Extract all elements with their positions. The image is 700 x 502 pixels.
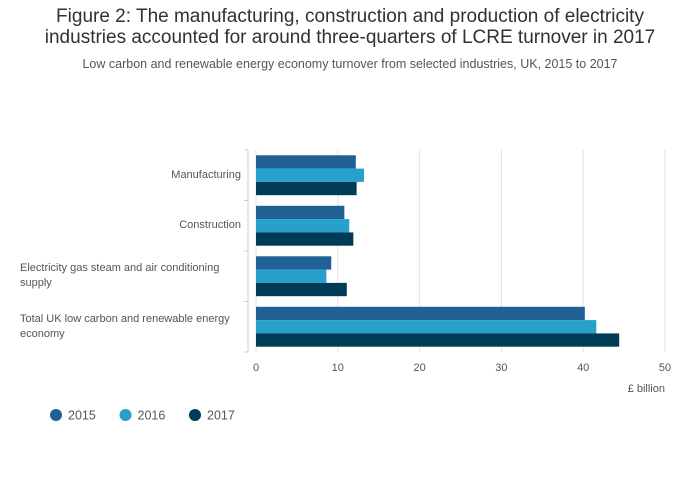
bar: [256, 320, 597, 334]
x-tick-label: 30: [495, 362, 507, 374]
y-tick-label: Construction: [179, 219, 241, 232]
legend-label: 2016: [138, 408, 166, 422]
legend-marker: [50, 409, 62, 421]
chart-title: Figure 2: The manufacturing, constructio…: [44, 6, 656, 48]
bar: [256, 181, 357, 196]
bar: [256, 282, 347, 297]
legend-marker: [119, 409, 132, 421]
x-axis-label: £ billion: [628, 383, 665, 395]
bar: [256, 232, 354, 246]
x-tick-label: 0: [253, 362, 259, 374]
x-tick-label: 40: [577, 362, 589, 374]
x-tick-label: 10: [332, 362, 344, 374]
bar: [256, 155, 356, 169]
bar: [256, 205, 345, 220]
x-tick-label: 20: [413, 362, 425, 374]
x-tick-label: 50: [659, 362, 671, 374]
y-tick-label: Total UK low carbon and renewable energy…: [20, 312, 230, 340]
bar: [256, 306, 585, 321]
y-tick-label: Electricity gas steam and air conditioni…: [20, 262, 220, 290]
bar: [256, 256, 332, 270]
bar: [256, 333, 620, 347]
legend-marker: [189, 409, 201, 421]
y-tick-label: Manufacturing: [171, 168, 241, 181]
legend-label: 2015: [68, 408, 96, 422]
chart-subtitle: Low carbon and renewable energy economy …: [82, 57, 618, 71]
bar: [256, 269, 327, 283]
bar: [256, 168, 364, 182]
bar: [256, 219, 350, 233]
legend-label: 2017: [207, 408, 235, 422]
